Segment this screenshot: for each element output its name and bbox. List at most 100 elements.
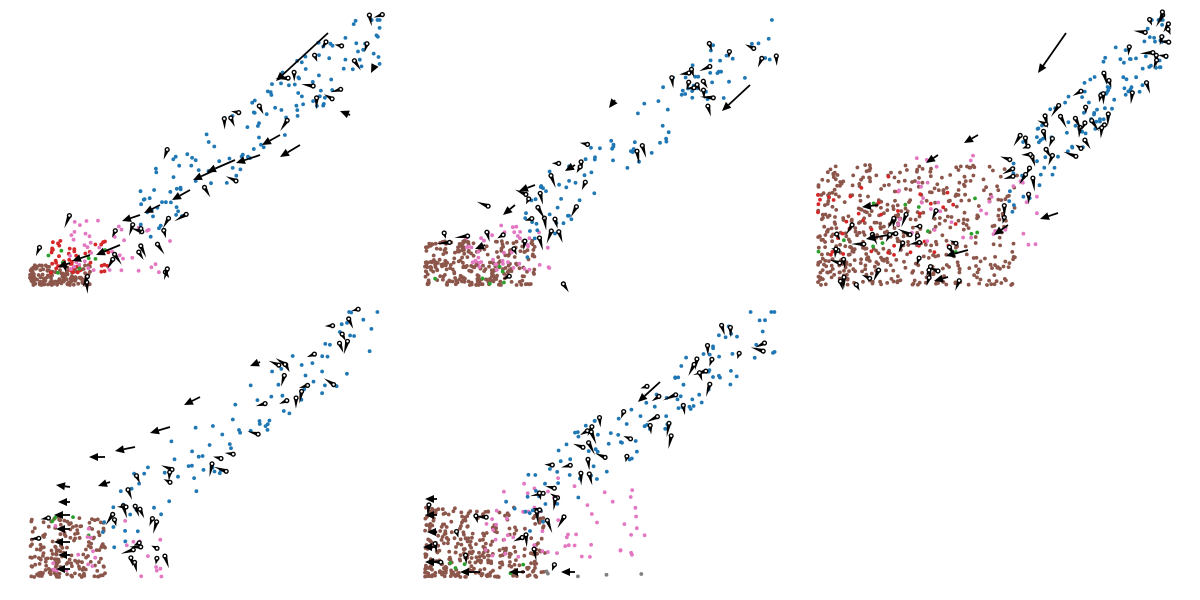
point-blue: [696, 74, 701, 79]
point-brown: [77, 564, 81, 569]
point-blue: [1134, 56, 1138, 61]
point-pink: [628, 495, 633, 499]
point-pink: [630, 552, 634, 557]
velocity-markers: [436, 40, 779, 293]
point-red: [816, 193, 820, 197]
velocity-marker: [1063, 151, 1079, 159]
point-brown: [859, 257, 863, 262]
point-blue: [300, 94, 304, 99]
velocity-marker: [556, 229, 563, 243]
velocity-marker: [454, 233, 471, 239]
point-brown: [84, 555, 88, 560]
velocity-arrows: [862, 32, 1067, 283]
point-pink: [469, 245, 474, 250]
point-pink: [574, 532, 578, 537]
point-brown: [96, 530, 101, 534]
point-blue: [139, 202, 143, 207]
point-pink: [479, 236, 483, 241]
point-pink: [532, 543, 537, 548]
point-blue: [525, 494, 530, 499]
point-pink: [510, 225, 515, 230]
point-blue: [715, 71, 720, 75]
velocity-arrow: [115, 445, 136, 454]
point-brown: [479, 573, 484, 578]
point-brown: [424, 249, 429, 253]
velocity-marker: [1049, 136, 1055, 148]
point-brown: [820, 256, 825, 261]
point-pink: [54, 568, 59, 573]
point-brown: [506, 253, 511, 258]
velocity-marker: [82, 273, 90, 288]
point-blue: [234, 173, 239, 178]
point-red: [856, 211, 861, 216]
velocity-marker: [1013, 132, 1023, 147]
point-pink: [610, 499, 615, 504]
point-brown: [64, 562, 69, 566]
point-brown: [968, 179, 973, 183]
point-blue: [257, 135, 261, 140]
point-blue: [723, 335, 728, 340]
point-pink: [925, 239, 930, 244]
point-blue: [711, 375, 715, 379]
point-blue: [582, 173, 587, 178]
point-brown: [867, 163, 872, 168]
point-brown: [41, 276, 46, 281]
point-blue: [1083, 131, 1088, 136]
point-pink: [130, 255, 135, 260]
point-blue: [724, 53, 729, 58]
point-brown: [469, 545, 473, 550]
velocity-arrow: [193, 169, 216, 180]
point-brown: [845, 277, 850, 281]
point-brown: [530, 238, 535, 243]
point-brown: [81, 565, 86, 570]
velocity-arrow: [503, 204, 516, 215]
point-pink: [502, 537, 507, 542]
point-brown: [41, 267, 46, 272]
point-brown: [992, 282, 997, 287]
point-brown: [987, 164, 992, 169]
velocity-marker: [524, 216, 535, 222]
point-brown: [456, 573, 461, 578]
point-brown: [493, 574, 497, 579]
point-brown: [852, 258, 857, 262]
point-brown: [889, 170, 893, 175]
point-brown: [956, 188, 961, 192]
point-pink: [477, 265, 482, 269]
point-brown: [858, 261, 863, 266]
point-blue: [1066, 94, 1071, 99]
point-brown: [931, 272, 936, 277]
point-blue: [367, 349, 372, 354]
point-brown: [961, 217, 966, 222]
point-pink: [116, 224, 121, 229]
point-brown: [915, 169, 919, 174]
velocity-marker: [1000, 156, 1013, 163]
point-pink: [971, 153, 975, 158]
point-pink: [494, 262, 499, 267]
point-blue: [171, 157, 176, 162]
velocity-marker: [700, 78, 708, 89]
point-blue: [1035, 127, 1040, 131]
point-red: [71, 270, 76, 274]
point-brown: [849, 245, 853, 250]
velocity-marker: [125, 487, 132, 500]
point-blue: [660, 123, 665, 128]
point-brown: [426, 537, 431, 542]
point-brown: [471, 265, 475, 269]
point-blue: [629, 407, 634, 412]
point-brown: [1011, 241, 1016, 246]
point-blue: [238, 430, 243, 435]
series-green: [816, 196, 980, 254]
velocity-marker: [314, 95, 320, 110]
velocity-marker: [324, 378, 337, 388]
point-brown: [933, 200, 937, 205]
point-red: [816, 202, 821, 207]
point-blue: [1153, 39, 1157, 44]
point-blue: [270, 369, 274, 374]
velocity-marker: [111, 517, 118, 527]
point-pink: [525, 243, 530, 247]
point-blue: [1041, 136, 1045, 141]
point-brown: [514, 239, 519, 244]
point-brown: [895, 239, 900, 244]
point-blue: [760, 329, 765, 334]
point-brown: [853, 229, 858, 234]
